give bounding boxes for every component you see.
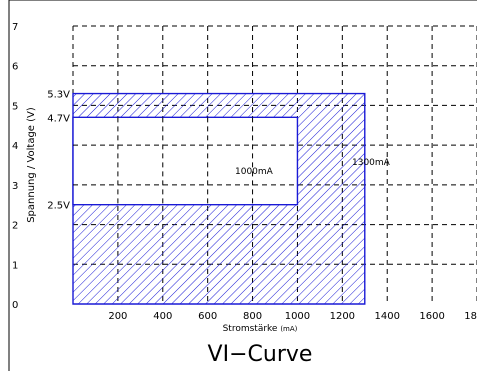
- hatched-regions: [72, 92, 366, 305]
- voltage-label-4.7V: 4.7V: [47, 113, 70, 124]
- y-axis-label: Spannung / Voltage (V): [26, 107, 37, 223]
- x-tick-200: 200: [108, 311, 127, 322]
- chart-title: VI−Curve: [208, 342, 313, 367]
- chart-labels: 1000mA 1300mA 5.3V 4.7V 2.5V Spannung / Volta…: [26, 90, 391, 367]
- x-tick-600: 600: [198, 311, 217, 322]
- x-tick-1600: 1600: [419, 311, 444, 322]
- y-tick-7: 7: [12, 22, 18, 33]
- region-label-1000mA: 1000mA: [235, 167, 274, 177]
- y-tick-5: 5: [12, 101, 18, 112]
- region-1000mA: [72, 116, 299, 206]
- voltage-label-2.5V: 2.5V: [47, 201, 70, 212]
- y-tick-2: 2: [12, 221, 18, 232]
- x-tick-1200: 1200: [330, 311, 355, 322]
- x-tick-1000: 1000: [285, 311, 310, 322]
- x-tick-1400: 1400: [374, 311, 399, 322]
- y-tick-0: 0: [12, 300, 18, 311]
- x-tick-800: 800: [243, 311, 262, 322]
- region-label-1300mA: 1300mA: [352, 158, 391, 168]
- y-tick-1: 1: [12, 260, 18, 271]
- x-tick-1800: 1800: [464, 311, 477, 322]
- y-tick-6: 6: [12, 62, 18, 73]
- voltage-label-5.3V: 5.3V: [47, 90, 70, 101]
- x-tick-400: 400: [153, 311, 172, 322]
- y-tick-3: 3: [12, 181, 18, 192]
- x-axis-unit: (mA): [280, 325, 297, 333]
- x-axis-label: Stromstärke (mA): [223, 324, 298, 334]
- tick-labels: 200 400 600 800 1000 1200 1400 1600 1800 0 1 2 3 4 5 6 7: [12, 22, 477, 322]
- y-tick-4: 4: [12, 141, 18, 152]
